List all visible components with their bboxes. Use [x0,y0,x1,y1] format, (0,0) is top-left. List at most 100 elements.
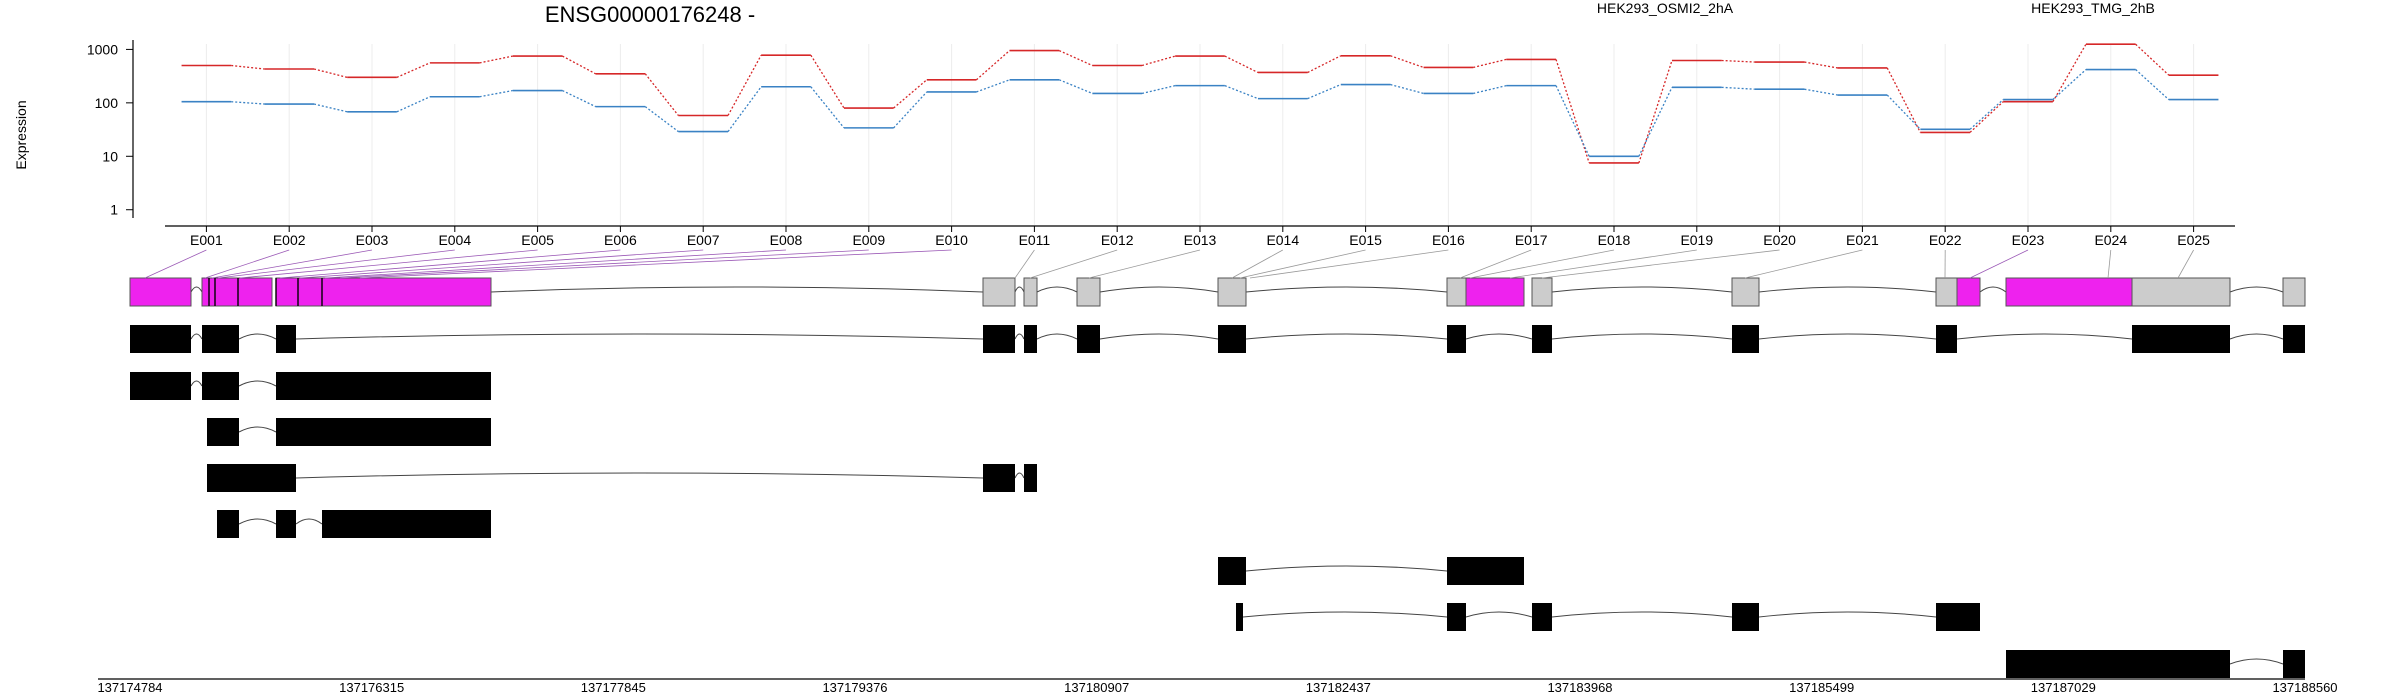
intron-line [1551,611,1733,618]
exon-bin [982,277,1016,307]
exon-connector [1014,249,1035,279]
transcript-3 [207,418,491,446]
exon-connector [1509,249,1697,279]
x-tick-label: E013 [1184,232,1217,248]
exon-bin [2131,277,2231,307]
transcript-2 [130,372,491,400]
series-connector [644,73,679,116]
series-connector [1473,84,1507,95]
x-tick-label: E007 [687,232,720,248]
exon-connector [2107,249,2112,279]
exon-bin [1446,277,1467,307]
transcript-exon [207,464,296,492]
y-tick-label: 100 [95,95,119,111]
transcript-exon [276,418,491,446]
transcript-exon [1447,557,1524,585]
exon-bin [129,277,192,307]
intron-line [1245,286,1448,293]
transcript-exon [130,372,191,400]
exon-bin [1935,277,1958,307]
exon-connector [1969,249,2029,279]
transcript-exon [1936,603,1980,631]
x-tick-label: E024 [2094,232,2127,248]
series-connector [1141,55,1176,67]
series-connector [479,89,513,98]
series-connector [1307,83,1342,100]
exon-connector [279,249,621,279]
transcript-7 [1236,603,1980,631]
genomic-tick-label: 137185499 [1789,680,1854,695]
exon-model [129,277,2306,307]
transcript-exon [1024,464,1037,492]
intron-line [1099,333,1219,340]
x-tick-label: E001 [190,232,223,248]
intron-line [1099,286,1219,293]
intron-line [1551,333,1733,340]
series-connector [810,86,845,129]
series-connector [1886,67,1921,133]
intron-line [238,518,277,525]
plot-area: 1 10 100 1000 E001 E002 E003 E004 E005 E006 E007 E0… [87,40,2338,695]
x-tick-label: E002 [273,232,306,248]
series-connector [1307,55,1342,74]
exon-bin [1465,277,1525,307]
y-tick-label: 10 [102,148,118,164]
exon-bin [275,277,492,307]
intron-line [2229,658,2284,665]
x-tick-label: E014 [1266,232,1299,248]
series-connector [1969,101,2004,133]
exon-bin [1023,277,1038,307]
x-tick-label: E017 [1515,232,1548,248]
transcript-exon [1218,557,1246,585]
intron-line [1036,333,1078,340]
series-1 [181,43,2219,164]
transcript-exon [202,372,239,400]
intron-line [295,333,984,340]
intron-line [1014,333,1025,340]
genomic-tick-label: 137188560 [2272,680,2337,695]
intron-line [2229,286,2284,293]
series-connector [231,101,265,105]
exon-connector [1239,249,1366,279]
x-tick-label: E025 [2177,232,2210,248]
exon-connector [1459,249,1532,279]
exon-bin [2282,277,2306,307]
transcript-exon [983,464,1015,492]
series-connector [1224,85,1259,100]
exon-connector [1541,249,1780,279]
intron-line [1014,286,1025,293]
intron-line [238,426,277,433]
x-tick-label: E021 [1846,232,1879,248]
intron-line [190,380,203,387]
exon-connector [239,249,538,279]
transcript-1 [130,325,2305,353]
exon-bin [1956,277,1981,307]
x-tick-label: E004 [438,232,471,248]
transcript-exon [1024,325,1037,353]
series-connector [1638,60,1673,164]
series-connector [893,91,928,129]
transcript-exon [983,325,1015,353]
exon-bin [1076,277,1101,307]
exon-connector [1029,249,1118,279]
exon-bin [1531,277,1553,307]
intron-line [1245,565,1448,572]
series-connector [727,54,762,116]
exon-connector [1744,249,1863,279]
series-connector [396,96,431,113]
intron-line [295,472,984,479]
x-tick-label: E006 [604,232,637,248]
legend-series-1: HEK293_OSMI2_2hA [1597,0,1734,16]
exon-connector [1249,249,1449,279]
genomic-tick-label: 137177845 [581,680,646,695]
series-connector [313,103,348,113]
x-tick-label: E016 [1432,232,1465,248]
series-connector [2135,69,2170,101]
series-2 [181,68,2219,158]
intron-line [1551,286,1733,293]
transcript-exon [1532,325,1552,353]
series-connector [976,79,1010,93]
exon-connector [1231,249,1283,279]
transcript-exon [2132,325,2230,353]
